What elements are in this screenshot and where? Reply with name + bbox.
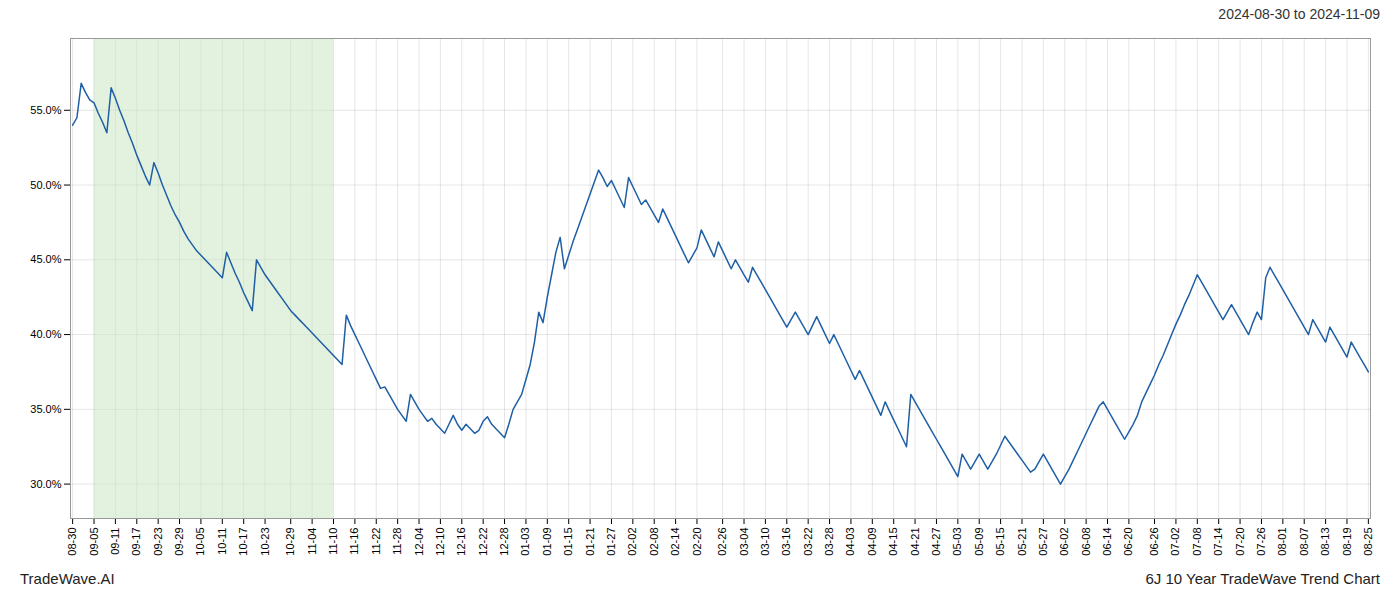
svg-text:08-30: 08-30: [66, 528, 78, 556]
svg-text:01-15: 01-15: [562, 528, 574, 556]
html-text:2024-08-30 to 2024-11-09: 2024-08-30 to 2024-11-09: [1218, 6, 1380, 22]
svg-text:11-16: 11-16: [348, 528, 360, 555]
svg-text:03-10: 03-10: [759, 528, 771, 556]
svg-text:08-01: 08-01: [1276, 528, 1288, 556]
svg-text:11-28: 11-28: [391, 528, 403, 555]
svg-text:04-09: 04-09: [866, 528, 878, 556]
svg-text:01-27: 01-27: [605, 528, 617, 556]
svg-text:03-22: 03-22: [802, 528, 814, 556]
svg-text:45.0%: 45.0%: [30, 253, 61, 265]
svg-text:11-22: 11-22: [370, 528, 382, 555]
svg-text:40.0%: 40.0%: [30, 328, 61, 340]
svg-text:07-08: 07-08: [1191, 528, 1203, 556]
svg-text:02-26: 02-26: [716, 528, 728, 556]
svg-text:06-14: 06-14: [1101, 528, 1113, 556]
svg-text:04-27: 04-27: [930, 528, 942, 556]
svg-text:07-20: 07-20: [1234, 528, 1246, 556]
svg-text:02-02: 02-02: [626, 528, 638, 556]
svg-text:12-04: 12-04: [413, 528, 425, 556]
svg-text:04-21: 04-21: [909, 528, 921, 556]
svg-text:08-07: 08-07: [1298, 528, 1310, 556]
svg-text:09-23: 09-23: [152, 528, 164, 556]
svg-text:05-21: 05-21: [1016, 528, 1028, 556]
svg-text:08-13: 08-13: [1319, 528, 1331, 556]
svg-text:50.0%: 50.0%: [30, 179, 61, 191]
svg-text:08-25: 08-25: [1362, 528, 1374, 556]
svg-text:10-17: 10-17: [237, 528, 249, 556]
svg-text:10-05: 10-05: [194, 528, 206, 556]
svg-text:04-15: 04-15: [887, 528, 899, 556]
svg-text:01-21: 01-21: [584, 528, 596, 556]
svg-text:12-16: 12-16: [455, 528, 467, 556]
svg-text:05-03: 05-03: [951, 528, 963, 556]
svg-text:06-08: 06-08: [1080, 528, 1092, 556]
svg-text:55.0%: 55.0%: [30, 104, 61, 116]
svg-text:02-20: 02-20: [691, 528, 703, 556]
svg-text:08-19: 08-19: [1341, 528, 1353, 556]
svg-text:11-10: 11-10: [327, 528, 339, 555]
svg-text:11-04: 11-04: [306, 528, 318, 555]
svg-text:12-28: 12-28: [498, 528, 510, 556]
svg-text:07-14: 07-14: [1212, 528, 1224, 556]
svg-text:04-03: 04-03: [844, 528, 856, 556]
svg-text:05-09: 05-09: [973, 528, 985, 556]
svg-text:30.0%: 30.0%: [30, 478, 61, 490]
svg-text:09-29: 09-29: [173, 528, 185, 556]
svg-text:03-28: 03-28: [823, 528, 835, 556]
svg-text:09-05: 09-05: [88, 528, 100, 556]
svg-text:05-15: 05-15: [994, 528, 1006, 556]
html-text:TradeWave.AI: TradeWave.AI: [20, 570, 115, 587]
svg-text:12-22: 12-22: [477, 528, 489, 556]
svg-text:10-29: 10-29: [284, 528, 296, 556]
svg-text:07-26: 07-26: [1255, 528, 1267, 556]
svg-text:07-02: 07-02: [1169, 528, 1181, 556]
svg-text:10-23: 10-23: [259, 528, 271, 556]
svg-text:01-03: 01-03: [519, 528, 531, 556]
svg-text:03-16: 03-16: [780, 528, 792, 556]
svg-text:35.0%: 35.0%: [30, 403, 61, 415]
svg-text:01-09: 01-09: [541, 528, 553, 556]
svg-text:06-20: 06-20: [1122, 528, 1134, 556]
svg-text:12-10: 12-10: [434, 528, 446, 556]
svg-text:02-08: 02-08: [648, 528, 660, 556]
svg-text:05-27: 05-27: [1037, 528, 1049, 556]
svg-text:10-11: 10-11: [216, 528, 228, 555]
svg-text:06-02: 06-02: [1058, 528, 1070, 556]
svg-text:02-14: 02-14: [669, 528, 681, 556]
svg-text:06-26: 06-26: [1148, 528, 1160, 556]
svg-text:09-17: 09-17: [130, 528, 142, 556]
html-text:6J 10 Year TradeWave Trend Cha: 6J 10 Year TradeWave Trend Chart: [1145, 570, 1380, 587]
svg-text:03-04: 03-04: [738, 528, 750, 556]
svg-text:09-11: 09-11: [109, 528, 121, 555]
